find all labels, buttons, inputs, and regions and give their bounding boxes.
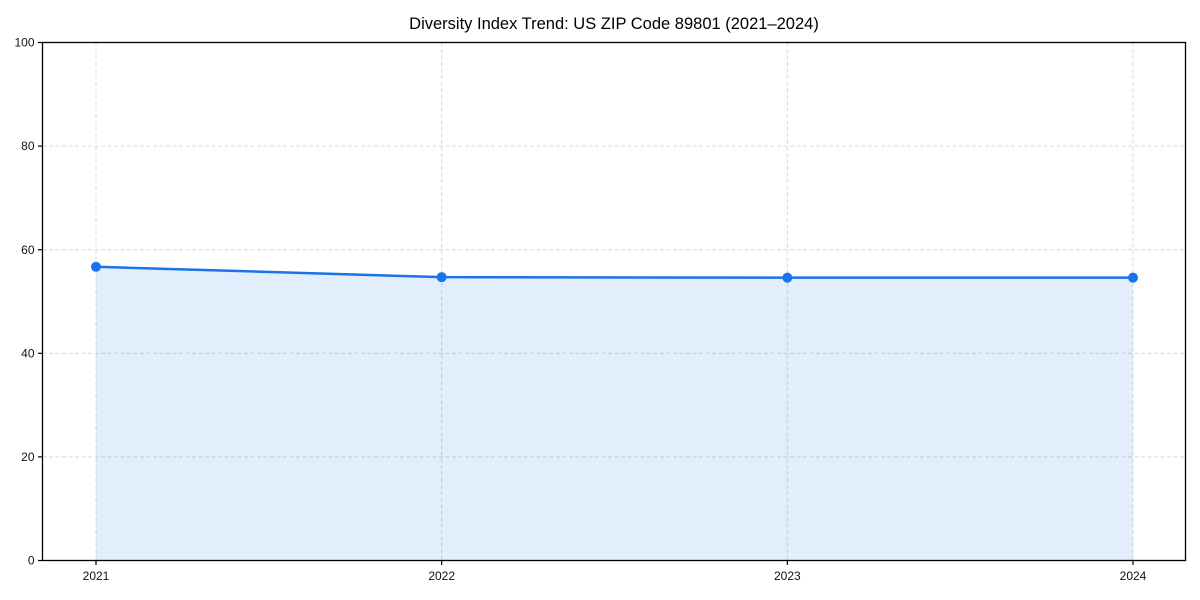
- data-point: [1128, 272, 1138, 283]
- area-fill: [96, 266, 1133, 561]
- trend-line: [94, 265, 1135, 279]
- plot-border: [41, 41, 1187, 562]
- y-tick-label: 40: [21, 346, 35, 360]
- y-tick-label: 100: [14, 36, 34, 50]
- chart-title: Diversity Index Trend: US ZIP Code 89801…: [409, 15, 819, 33]
- x-tick-label: 2022: [428, 569, 455, 583]
- area-fill-path: [96, 266, 1133, 561]
- gridlines: [42, 42, 1186, 561]
- x-tick-label: 2024: [1120, 569, 1147, 583]
- y-tick-label: 80: [21, 139, 35, 153]
- data-point: [91, 261, 101, 272]
- data-point: [436, 272, 447, 283]
- axis-ticks: [38, 41, 1134, 565]
- x-tick-label: 2023: [774, 569, 801, 583]
- y-tick-label: 60: [21, 243, 35, 257]
- x-axis-labels: 2021 2022 2023 2024: [83, 569, 1147, 583]
- y-tick-label: 20: [21, 450, 35, 464]
- y-axis-labels: 0 20 40 60 80 100: [14, 36, 34, 568]
- trend-line-path: [94, 265, 1135, 279]
- y-tick-label: 0: [28, 554, 35, 568]
- data-points: [91, 261, 1138, 283]
- data-point: [782, 272, 793, 283]
- x-tick-label: 2021: [83, 569, 110, 583]
- plot-border-rect: [41, 41, 1187, 562]
